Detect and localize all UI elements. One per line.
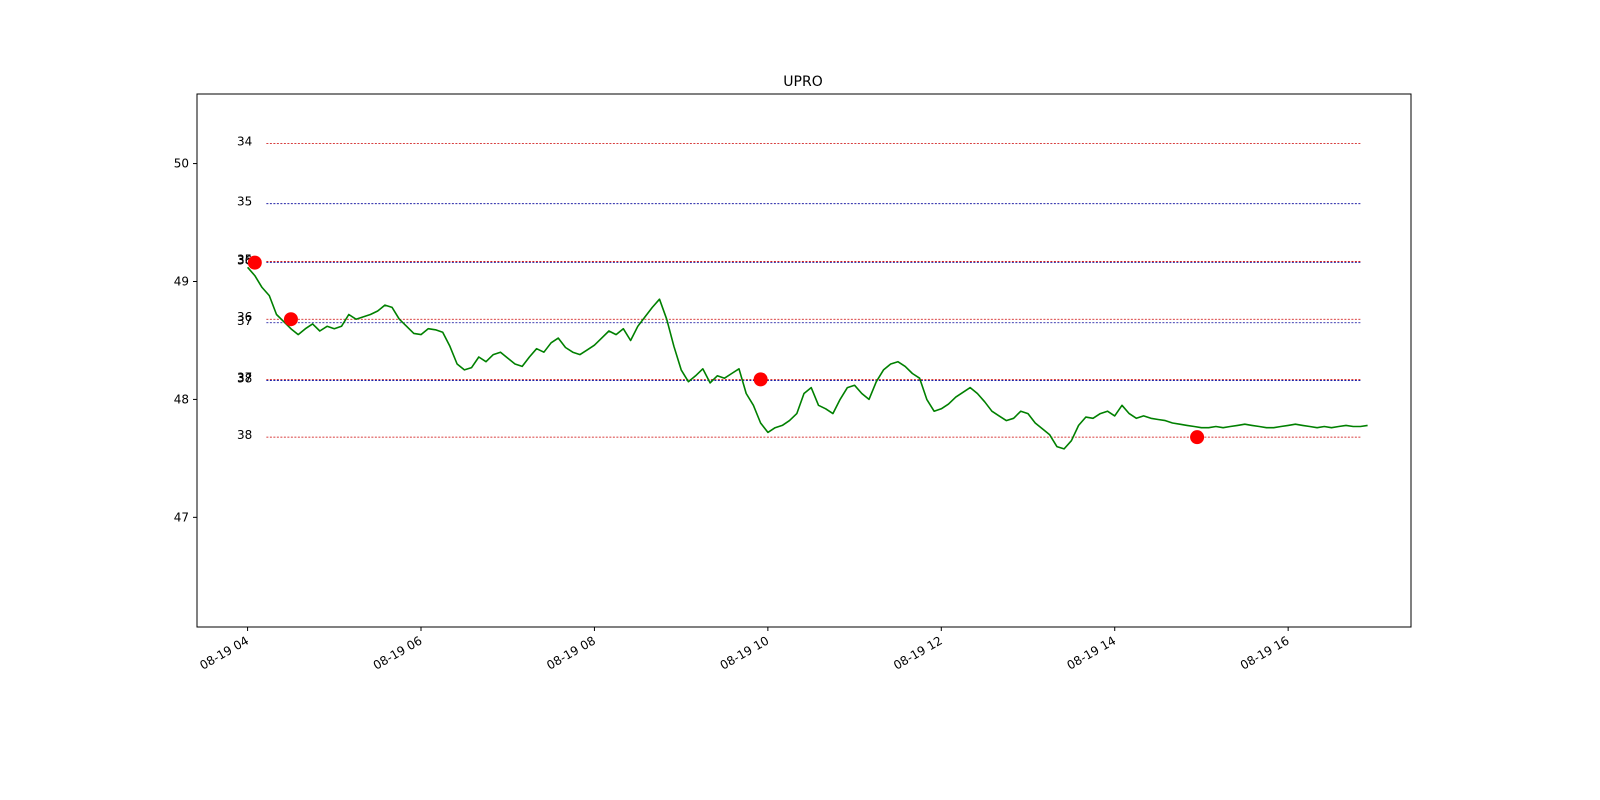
y-tick-label: 49: [174, 274, 189, 288]
level-label: 36: [237, 310, 252, 324]
chart-title: UPRO: [783, 74, 822, 90]
level-label: 38: [237, 428, 252, 442]
markers-layer: [247, 255, 1205, 445]
level-label: 38: [237, 372, 252, 386]
series-layer: [246, 266, 1368, 450]
event-marker: [247, 255, 262, 270]
level-label: 34: [237, 135, 252, 149]
event-marker: [753, 372, 768, 387]
y-tick-label: 48: [174, 392, 189, 406]
y-tick-label: 47: [174, 510, 189, 524]
level-label: 37: [237, 314, 252, 328]
event-marker: [1190, 430, 1205, 445]
plot-frame: [196, 93, 1412, 628]
y-tick-label: 50: [174, 157, 189, 171]
level-label: 35: [237, 195, 252, 209]
level-label: 37: [237, 370, 252, 384]
event-marker: [283, 312, 298, 327]
price-line: [246, 266, 1368, 450]
y-axis: 47 48 49 50: [174, 157, 197, 524]
